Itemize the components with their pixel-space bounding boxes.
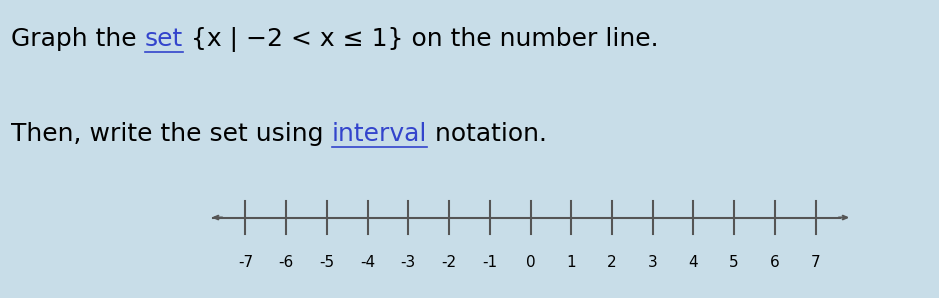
- Text: -5: -5: [319, 255, 334, 270]
- Text: set: set: [145, 27, 183, 51]
- Text: 1: 1: [566, 255, 576, 270]
- Text: -2: -2: [441, 255, 456, 270]
- Text: -1: -1: [483, 255, 498, 270]
- Text: -6: -6: [279, 255, 294, 270]
- Text: -3: -3: [401, 255, 416, 270]
- Text: 7: 7: [810, 255, 821, 270]
- Text: -7: -7: [238, 255, 253, 270]
- Text: Graph the: Graph the: [11, 27, 145, 51]
- Text: 2: 2: [608, 255, 617, 270]
- Text: {x | −2 < x ≤ 1} on the number line.: {x | −2 < x ≤ 1} on the number line.: [183, 27, 659, 52]
- Text: notation.: notation.: [427, 122, 547, 146]
- Text: interval: interval: [331, 122, 427, 146]
- Text: 6: 6: [770, 255, 779, 270]
- Text: 4: 4: [688, 255, 699, 270]
- Text: 0: 0: [526, 255, 535, 270]
- Text: 5: 5: [730, 255, 739, 270]
- Text: -4: -4: [360, 255, 376, 270]
- Text: 3: 3: [648, 255, 657, 270]
- Text: Then, write the set using: Then, write the set using: [11, 122, 331, 146]
